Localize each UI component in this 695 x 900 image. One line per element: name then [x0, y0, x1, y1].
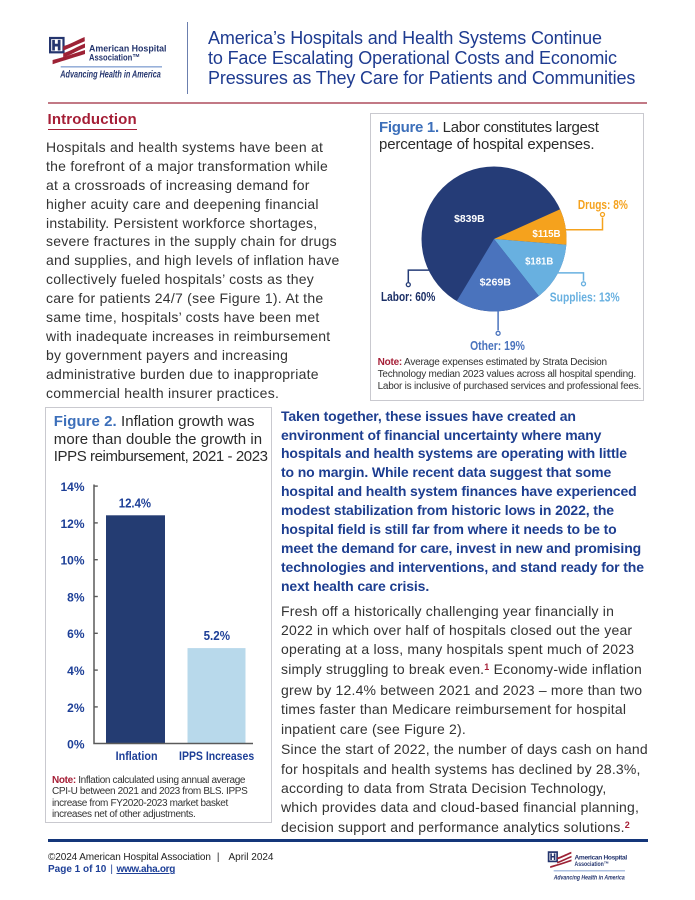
svg-text:4%: 4%	[67, 664, 85, 678]
svg-text:American Hospital: American Hospital	[89, 44, 167, 55]
svg-text:$115B: $115B	[532, 229, 560, 240]
svg-text:Advancing Health in America: Advancing Health in America	[60, 70, 162, 81]
svg-text:Drugs: 8%: Drugs: 8%	[578, 197, 628, 212]
svg-text:5.2%: 5.2%	[204, 629, 230, 643]
svg-text:12.4%: 12.4%	[119, 496, 151, 510]
svg-text:14%: 14%	[60, 480, 84, 494]
svg-text:Labor: 60%: Labor: 60%	[381, 289, 436, 304]
svg-text:Inflation: Inflation	[116, 749, 158, 763]
svg-text:8%: 8%	[67, 590, 85, 604]
svg-text:$181B: $181B	[525, 256, 553, 267]
svg-text:Advancing Health in America: Advancing Health in America	[553, 875, 625, 882]
svg-text:0%: 0%	[67, 737, 85, 751]
svg-text:Association™: Association™	[575, 861, 610, 868]
svg-text:12%: 12%	[60, 516, 84, 530]
svg-text:Supplies: 13%: Supplies: 13%	[550, 290, 620, 305]
svg-text:Association™: Association™	[89, 53, 140, 64]
svg-text:American Hospital: American Hospital	[575, 855, 628, 862]
svg-text:Other: 19%: Other: 19%	[470, 338, 525, 353]
svg-text:$269B: $269B	[480, 278, 511, 289]
svg-text:10%: 10%	[60, 553, 84, 567]
svg-text:IPPS Increases: IPPS Increases	[179, 749, 254, 763]
svg-text:6%: 6%	[67, 627, 85, 641]
svg-text:2%: 2%	[67, 700, 85, 714]
svg-text:$839B: $839B	[454, 214, 485, 225]
